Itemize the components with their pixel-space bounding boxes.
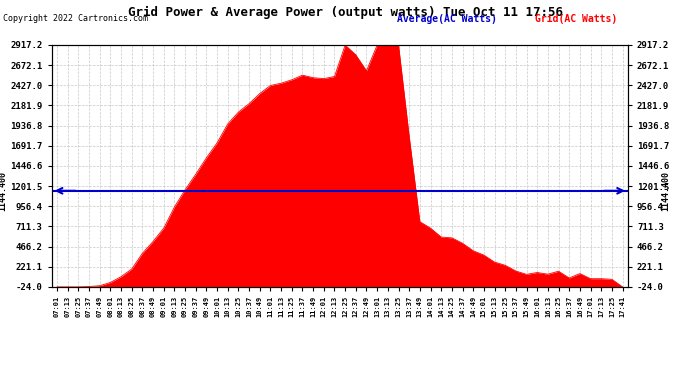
Text: 1144.400: 1144.400	[661, 171, 670, 211]
Text: Average(AC Watts): Average(AC Watts)	[397, 14, 497, 24]
Text: Grid(AC Watts): Grid(AC Watts)	[535, 14, 617, 24]
Text: Grid Power & Average Power (output watts) Tue Oct 11 17:56: Grid Power & Average Power (output watts…	[128, 6, 562, 19]
Text: Copyright 2022 Cartronics.com: Copyright 2022 Cartronics.com	[3, 14, 148, 23]
Text: 1144.400: 1144.400	[0, 171, 8, 211]
